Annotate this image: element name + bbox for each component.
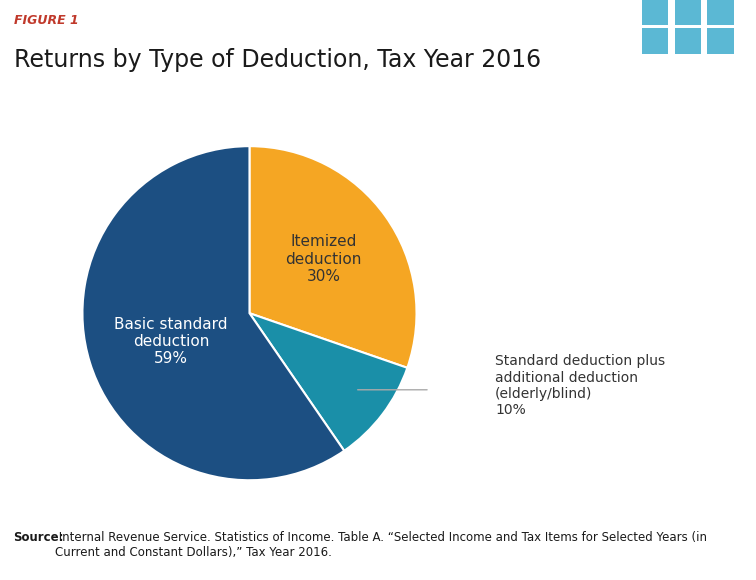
- Bar: [708, 28, 733, 54]
- Bar: [642, 28, 668, 54]
- Bar: [674, 0, 701, 26]
- Text: Basic standard
deduction
59%: Basic standard deduction 59%: [114, 317, 228, 367]
- Text: Returns by Type of Deduction, Tax Year 2016: Returns by Type of Deduction, Tax Year 2…: [14, 48, 541, 72]
- Wedge shape: [249, 146, 417, 368]
- Text: FIGURE 1: FIGURE 1: [14, 14, 79, 27]
- Bar: [708, 0, 733, 26]
- Text: Itemized
deduction
30%: Itemized deduction 30%: [286, 234, 362, 284]
- Text: Internal Revenue Service. Statistics of Income. Table A. “Selected Income and Ta: Internal Revenue Service. Statistics of …: [55, 531, 707, 559]
- Text: Source:: Source:: [14, 531, 64, 543]
- Text: Standard deduction plus
additional deduction
(elderly/blind)
10%: Standard deduction plus additional deduc…: [495, 354, 665, 417]
- Wedge shape: [82, 146, 344, 480]
- Wedge shape: [249, 313, 407, 451]
- Bar: [642, 0, 668, 26]
- Bar: [674, 28, 701, 54]
- Text: TPC: TPC: [657, 62, 723, 91]
